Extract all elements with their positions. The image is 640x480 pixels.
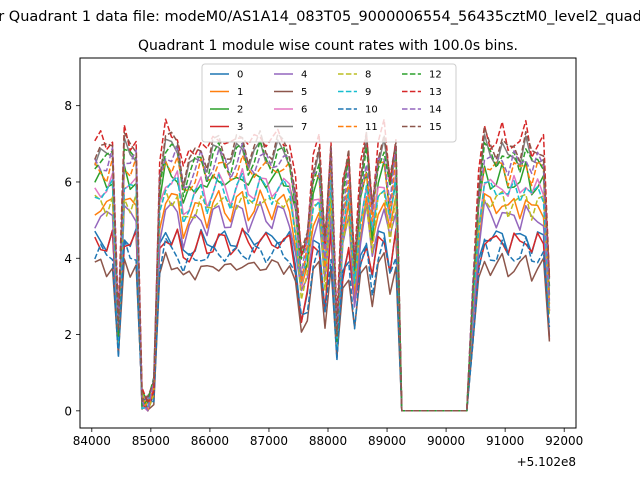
legend-label-1: 1 — [237, 87, 243, 98]
x-tick-label: 90000 — [427, 434, 465, 448]
y-axis: 0 2 4 6 8 — [64, 99, 80, 418]
legend-label-12: 12 — [429, 70, 442, 81]
series-line-5 — [94, 251, 551, 412]
y-tick-label: 0 — [64, 404, 72, 418]
series-line-8 — [94, 189, 551, 412]
series-line-12 — [94, 140, 551, 412]
y-tick-label: 4 — [64, 252, 72, 266]
y-tick-label: 8 — [64, 99, 72, 113]
x-tick-label: 91000 — [486, 434, 524, 448]
x-tick-label: 87000 — [250, 434, 288, 448]
legend-label-11: 11 — [365, 122, 378, 133]
legend-label-13: 13 — [429, 87, 442, 98]
legend-label-9: 9 — [365, 87, 371, 98]
legend-label-4: 4 — [301, 70, 307, 81]
y-tick-label: 6 — [64, 175, 72, 189]
legend-box — [201, 63, 457, 143]
legend-label-15: 15 — [429, 122, 442, 133]
legend-label-5: 5 — [301, 87, 307, 98]
x-tick-label: 89000 — [368, 434, 406, 448]
x-tick-label: 84000 — [73, 434, 111, 448]
x-tick-label: 88000 — [309, 434, 347, 448]
x-axis: 84000 85000 86000 87000 88000 89000 90000 91000… — [73, 428, 583, 448]
series-line-15 — [94, 126, 551, 412]
series-line-4 — [94, 199, 551, 412]
legend-label-10: 10 — [365, 105, 378, 116]
legend-label-8: 8 — [365, 70, 371, 81]
x-offset-label: +5.102e8 — [517, 455, 576, 469]
series-line-14 — [94, 142, 551, 412]
legend-label-0: 0 — [237, 70, 243, 81]
x-tick-label: 85000 — [132, 434, 170, 448]
legend-label-3: 3 — [237, 122, 243, 133]
legend-label-7: 7 — [301, 122, 307, 133]
legend-label-14: 14 — [429, 105, 442, 116]
x-tick-label: 86000 — [191, 434, 229, 448]
figure-suptitle: Plotting for Quadrant 1 data file: modeM… — [0, 9, 640, 25]
chart-title: Quadrant 1 module wise count rates with … — [138, 38, 518, 54]
plot-lines — [94, 118, 551, 412]
x-tick-label: 92000 — [545, 434, 583, 448]
legend-label-6: 6 — [301, 105, 307, 116]
y-tick-label: 2 — [64, 328, 72, 342]
series-line-9 — [94, 172, 551, 412]
series-line-10 — [94, 236, 551, 412]
legend-label-2: 2 — [237, 105, 243, 116]
